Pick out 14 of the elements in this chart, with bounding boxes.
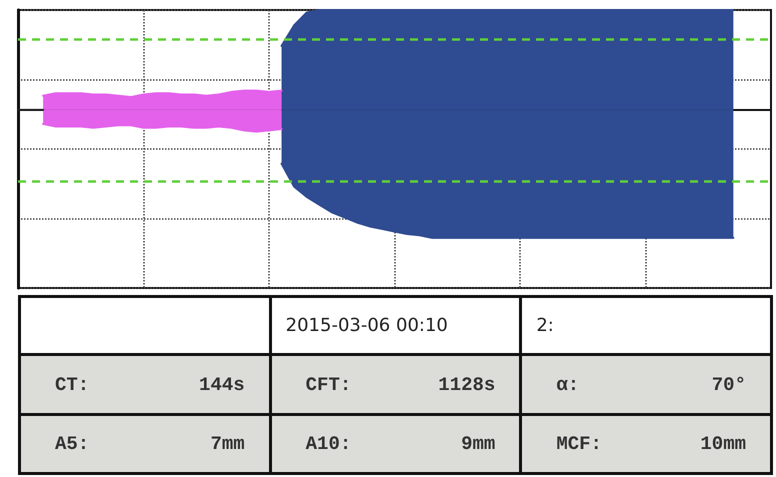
text: 7mm: [210, 432, 245, 455]
text: 2:: [520, 296, 772, 355]
text: 2015-03-06 00:10: [270, 296, 521, 355]
text: A5:: [55, 432, 90, 455]
text: α:: [556, 374, 580, 396]
text: A10:: [306, 432, 352, 455]
text: CT:: [55, 374, 90, 396]
text: 70°: [712, 374, 746, 396]
text: 9mm: [461, 432, 496, 455]
text: CFT:: [306, 374, 352, 396]
text: 10mm: [700, 432, 746, 455]
text: 1128s: [438, 374, 496, 396]
text: 144s: [199, 374, 245, 396]
text: MCF:: [556, 432, 602, 455]
